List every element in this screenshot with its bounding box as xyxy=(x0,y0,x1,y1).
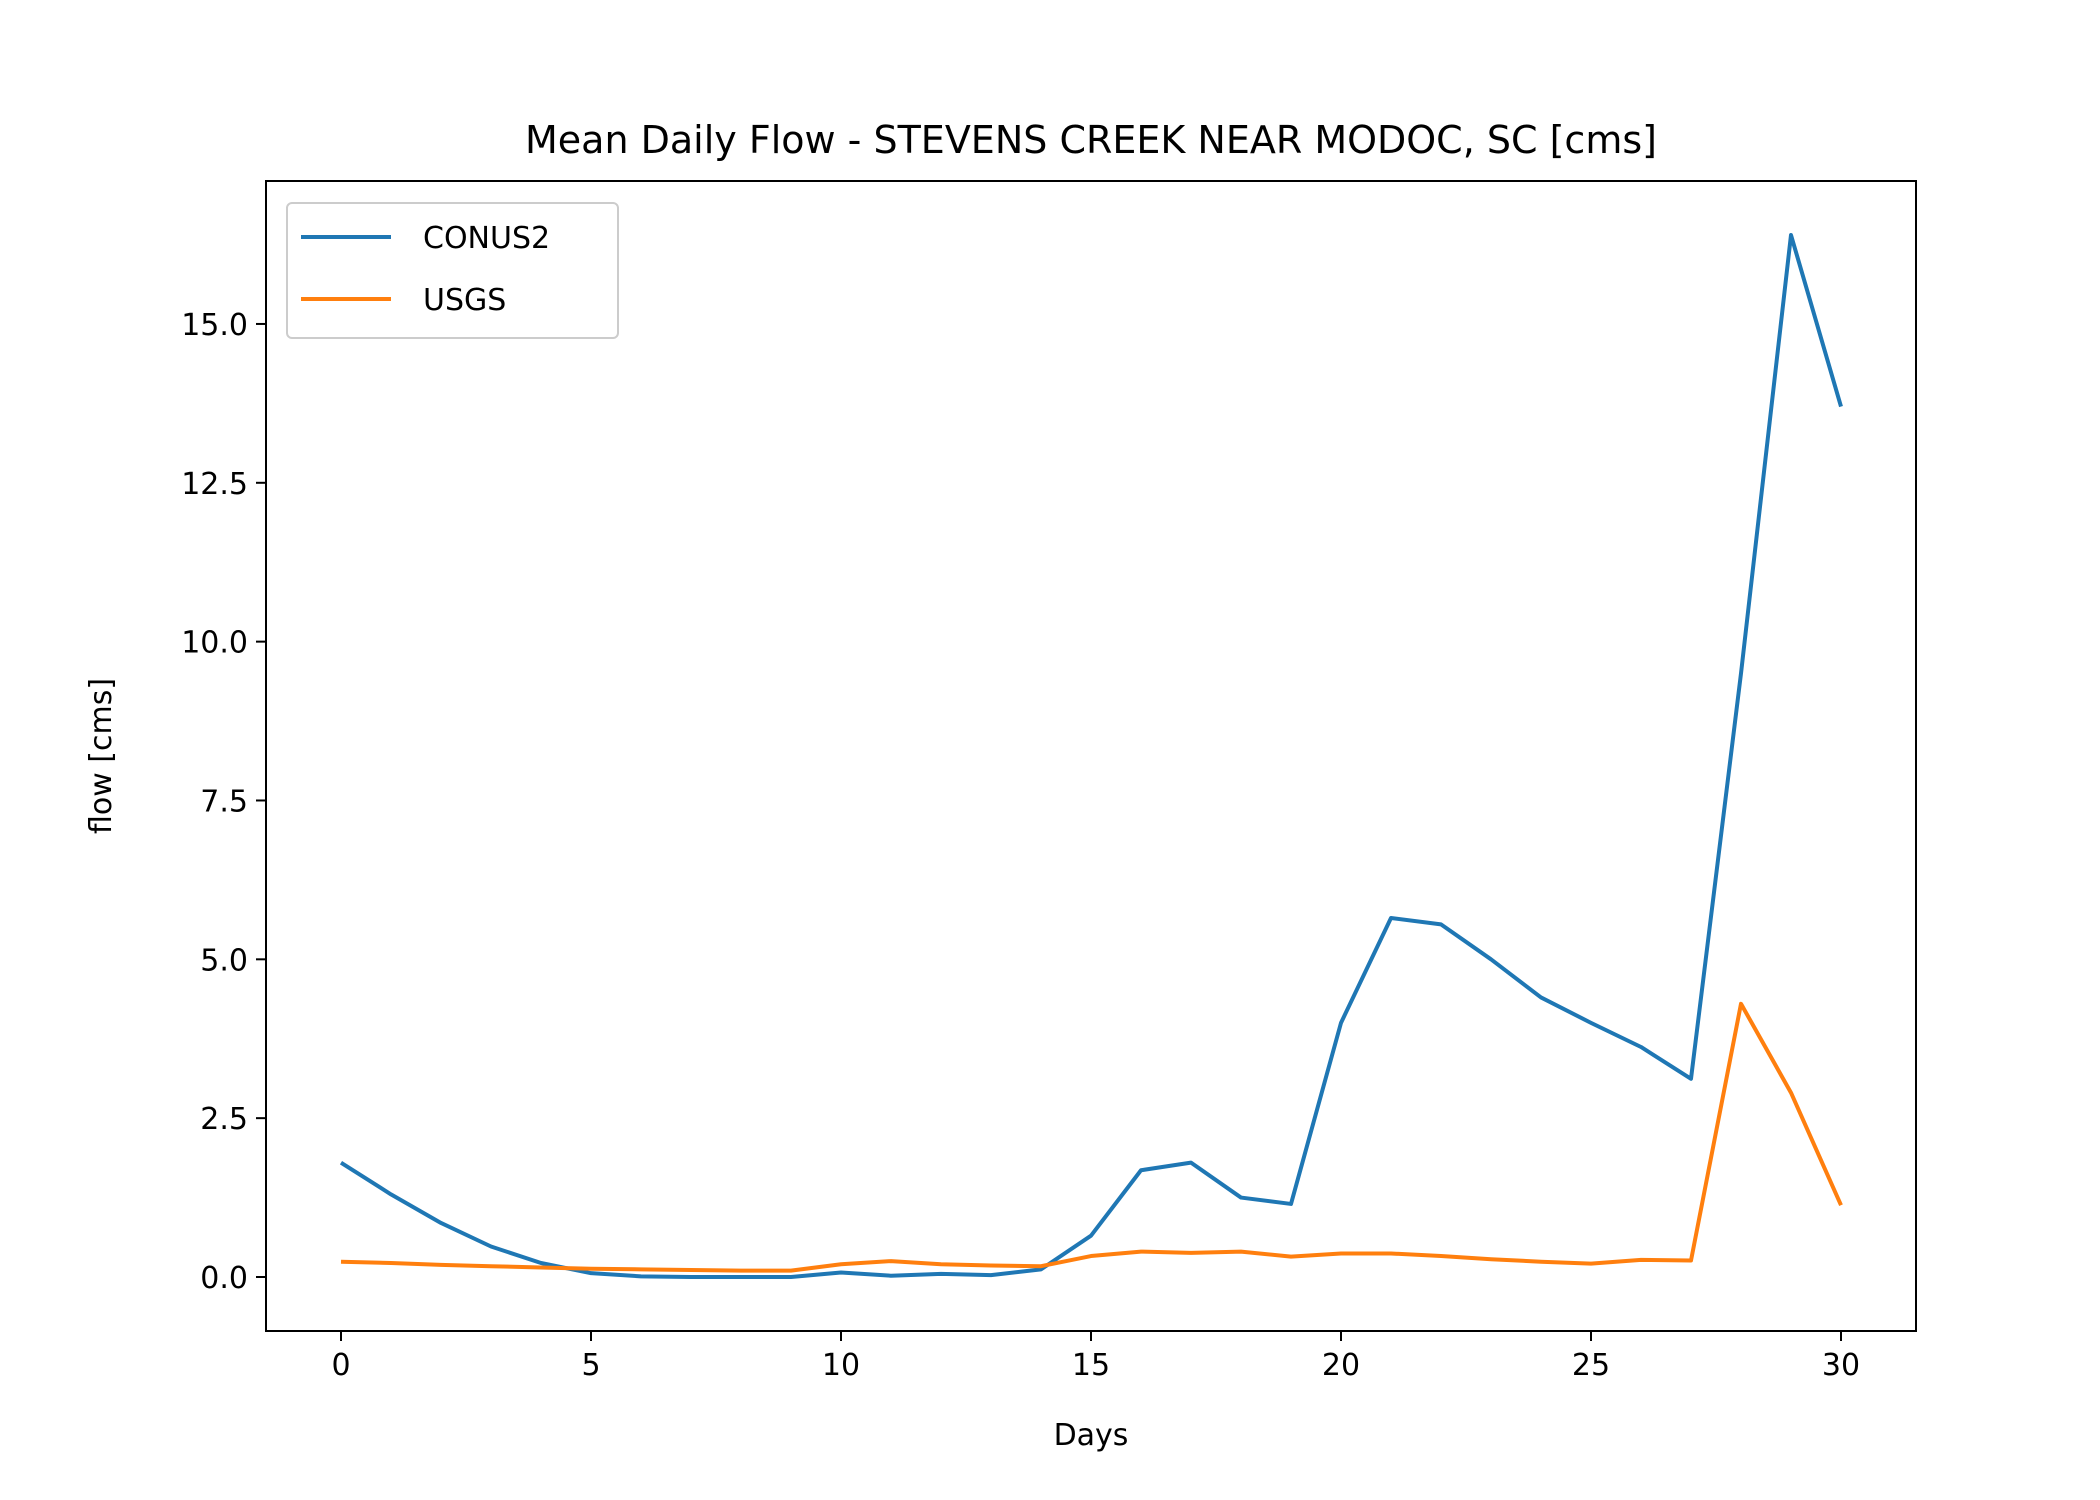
legend-label-usgs: USGS xyxy=(423,283,506,318)
y-axis-label: flow [cms] xyxy=(84,678,119,834)
y-axis: 0.0 2.5 5.0 7.5 10.0 12.5 15.0 xyxy=(181,308,266,1296)
x-axis: 0 5 10 15 20 25 30 xyxy=(331,1331,1860,1383)
y-tick-label: 10.0 xyxy=(181,626,248,661)
y-tick-label: 2.5 xyxy=(200,1102,248,1137)
x-tick-label: 25 xyxy=(1572,1348,1610,1383)
y-tick-label: 7.5 xyxy=(200,784,248,819)
x-tick-label: 5 xyxy=(581,1348,600,1383)
x-axis-label: Days xyxy=(1054,1418,1129,1453)
series-line-conus2 xyxy=(339,233,1843,1279)
series-layer xyxy=(339,233,1843,1279)
x-tick-label: 20 xyxy=(1322,1348,1360,1383)
x-tick-label: 10 xyxy=(822,1348,860,1383)
plot-area xyxy=(266,181,1916,1331)
legend-label-conus2: CONUS2 xyxy=(423,221,550,256)
y-tick-label: 15.0 xyxy=(181,308,248,343)
x-tick-label: 15 xyxy=(1072,1348,1110,1383)
chart-title: Mean Daily Flow - STEVENS CREEK NEAR MOD… xyxy=(525,118,1657,162)
y-tick-label: 5.0 xyxy=(200,943,248,978)
x-tick-label: 30 xyxy=(1822,1348,1860,1383)
y-tick-label: 0.0 xyxy=(200,1261,248,1296)
legend: CONUS2 USGS xyxy=(286,202,619,339)
series-line-usgs xyxy=(340,1001,1843,1273)
y-tick-label: 12.5 xyxy=(181,467,248,502)
x-tick-label: 0 xyxy=(331,1348,350,1383)
